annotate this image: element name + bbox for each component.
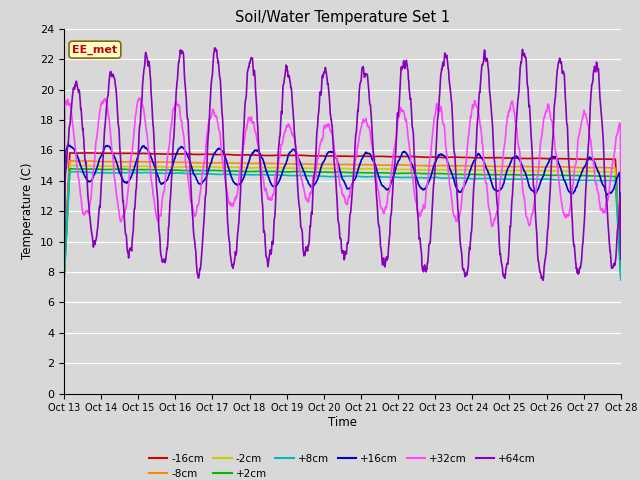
+64cm	[539, 277, 547, 283]
+32cm	[60, 247, 68, 252]
Line: +8cm: +8cm	[64, 172, 621, 283]
-2cm	[502, 168, 509, 174]
-2cm	[77, 163, 84, 168]
Line: +64cm: +64cm	[64, 48, 621, 280]
+64cm	[184, 116, 191, 122]
Line: +32cm: +32cm	[64, 98, 621, 250]
Legend: -16cm, -8cm, -2cm, +2cm, +8cm, +16cm, +32cm, +64cm: -16cm, -8cm, -2cm, +2cm, +8cm, +16cm, +3…	[145, 450, 540, 480]
Line: +16cm: +16cm	[64, 145, 621, 273]
-8cm	[551, 164, 559, 169]
+64cm	[552, 95, 559, 100]
-16cm	[184, 151, 192, 157]
-8cm	[617, 270, 625, 276]
+64cm	[429, 189, 437, 195]
+16cm	[60, 270, 68, 276]
Line: +2cm: +2cm	[64, 169, 621, 281]
+2cm	[246, 168, 254, 174]
+2cm	[66, 166, 74, 172]
+64cm	[502, 266, 509, 272]
-16cm	[84, 150, 92, 156]
+64cm	[60, 261, 68, 266]
+64cm	[246, 57, 254, 63]
+16cm	[65, 143, 73, 148]
-2cm	[617, 273, 625, 278]
-8cm	[429, 163, 437, 168]
+32cm	[136, 95, 143, 101]
-16cm	[429, 154, 437, 160]
+16cm	[551, 154, 559, 160]
-8cm	[184, 159, 192, 165]
-16cm	[502, 155, 509, 161]
+64cm	[170, 126, 178, 132]
+16cm	[502, 172, 509, 178]
+2cm	[551, 172, 559, 178]
-2cm	[171, 164, 179, 170]
+16cm	[617, 252, 625, 258]
+8cm	[60, 280, 68, 286]
+2cm	[60, 278, 68, 284]
Line: -2cm: -2cm	[64, 166, 621, 280]
+32cm	[551, 146, 559, 152]
+16cm	[171, 156, 179, 161]
+8cm	[246, 172, 254, 178]
-8cm	[60, 274, 68, 280]
-8cm	[171, 159, 179, 165]
+8cm	[171, 170, 179, 176]
Y-axis label: Temperature (C): Temperature (C)	[22, 163, 35, 260]
Line: -8cm: -8cm	[64, 161, 621, 277]
-16cm	[171, 151, 179, 157]
+8cm	[429, 175, 437, 180]
+8cm	[502, 176, 509, 182]
X-axis label: Time: Time	[328, 416, 357, 429]
+2cm	[429, 170, 437, 176]
-2cm	[60, 277, 68, 283]
+32cm	[502, 130, 509, 135]
+32cm	[246, 115, 254, 121]
-8cm	[67, 158, 74, 164]
+8cm	[551, 177, 559, 183]
+64cm	[617, 256, 625, 262]
-16cm	[246, 152, 254, 158]
+8cm	[184, 171, 192, 177]
Text: EE_met: EE_met	[72, 45, 118, 55]
+32cm	[429, 127, 437, 132]
-2cm	[551, 168, 559, 174]
-2cm	[184, 164, 192, 169]
Line: -16cm: -16cm	[64, 153, 621, 273]
+2cm	[171, 167, 179, 173]
Title: Soil/Water Temperature Set 1: Soil/Water Temperature Set 1	[235, 10, 450, 25]
+2cm	[184, 168, 192, 173]
-8cm	[502, 164, 509, 169]
+16cm	[246, 153, 254, 159]
+16cm	[184, 154, 192, 160]
-16cm	[60, 270, 68, 276]
+2cm	[502, 172, 509, 178]
+16cm	[429, 165, 437, 171]
-16cm	[617, 266, 625, 272]
-2cm	[246, 165, 254, 171]
+32cm	[171, 103, 179, 109]
+2cm	[617, 275, 625, 281]
+64cm	[211, 45, 219, 50]
+32cm	[184, 177, 192, 182]
-16cm	[551, 156, 559, 161]
-2cm	[429, 167, 437, 172]
+8cm	[74, 169, 82, 175]
+8cm	[617, 277, 625, 283]
+32cm	[617, 188, 625, 194]
-8cm	[246, 160, 254, 166]
